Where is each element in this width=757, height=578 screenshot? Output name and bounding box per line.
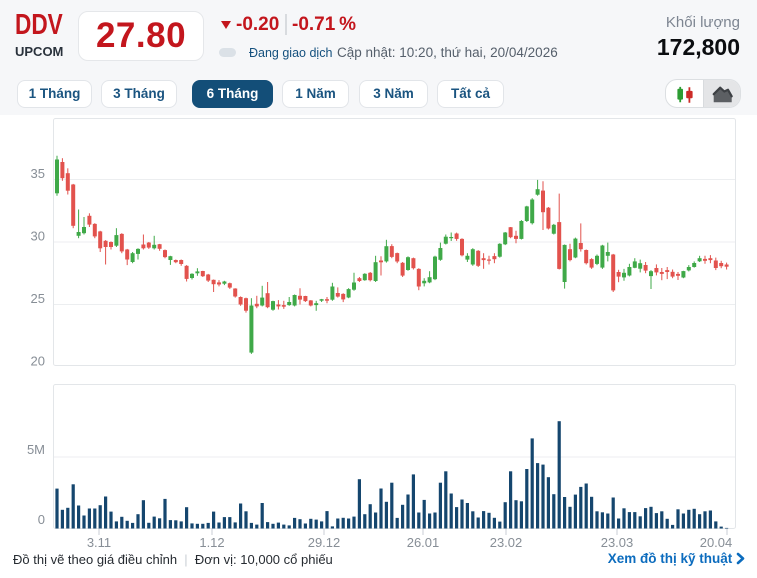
svg-text:23.03: 23.03 [601,535,634,550]
svg-text:25: 25 [31,291,45,306]
svg-text:5M: 5M [27,442,45,457]
svg-text:30: 30 [31,229,45,244]
svg-text:23.02: 23.02 [490,535,523,550]
svg-text:0: 0 [38,512,45,527]
svg-text:1.12: 1.12 [199,535,224,550]
svg-text:3.11: 3.11 [87,535,111,550]
svg-text:20: 20 [31,354,45,369]
svg-text:35: 35 [31,166,45,181]
svg-text:20.04: 20.04 [700,535,733,550]
svg-text:26.01: 26.01 [407,535,440,550]
svg-text:29.12: 29.12 [308,535,341,550]
